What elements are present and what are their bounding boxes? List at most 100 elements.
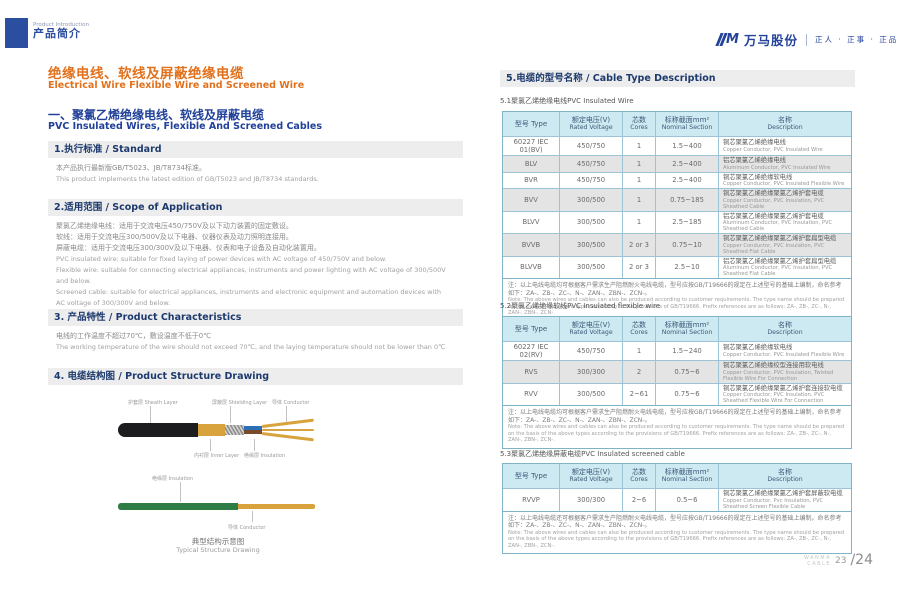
footer-brand-line2: CABLE: [807, 561, 832, 567]
brand-logo: M 万马股份 正人 · 正事 · 正品: [715, 30, 898, 49]
cell-type: BLVVB: [503, 256, 559, 278]
table-note: 注：以上电线电缆还可根据客户需求生产阻燃耐火电线电缆，型号应按GB/T19666…: [503, 510, 851, 553]
cell-voltage: 300/500: [560, 256, 622, 278]
cell-section: 2.5~185: [656, 211, 718, 233]
brand-name: 万马股份: [743, 33, 798, 48]
cell-cores: 2~6: [623, 489, 655, 511]
label-insulation-2: 绝缘层 Insulation: [152, 476, 194, 482]
description-cn: 铜芯聚氯乙烯绝缘聚氯乙烯护套连接软电缆: [723, 384, 843, 392]
cell-cores: 2 or 3: [623, 234, 655, 256]
table-caption-5-3: 5.3聚氯乙烯绝缘屏蔽电缆PVC Insulated screened cabl…: [500, 450, 685, 458]
note-en: Note: The above wires and cables can als…: [508, 297, 845, 316]
cell-voltage: 450/750: [560, 342, 622, 360]
label-conductor-2: 导体 Conductor: [228, 525, 266, 531]
label-inner-layer: 内衬层 Inner Layer: [194, 453, 240, 459]
wire-insulation-drawing: [118, 503, 238, 510]
cell-section: 1.5~400: [656, 137, 718, 155]
column-header-cores: 芯数 Cores: [623, 317, 655, 341]
page-footer: WANMA CABLE 23 /24: [804, 553, 873, 567]
cell-cores: 2: [623, 361, 655, 383]
cell-voltage: 450/750: [560, 156, 622, 172]
cell-voltage: 300/300: [560, 361, 622, 383]
column-header-description: 名称 Description: [719, 464, 851, 488]
chapter-title-cn: 一、聚氯乙烯绝缘电线、软线及屏蔽电缆: [48, 108, 265, 122]
corner-accent-block: [5, 18, 28, 48]
description-en: Copper Conductor, PVC Insulated Wire: [723, 146, 823, 153]
chapter-title-en: PVC Insulated Wires, Flexible And Screen…: [48, 121, 323, 132]
table-note: 注：以上电线电缆均可根据客户需求生产阻燃耐火电线电缆，型号应按GB/T19666…: [503, 278, 851, 321]
cell-description: 铝芯聚氯乙烯绝缘聚氯乙烯护套扁型电缆 Aluminum Conductor, P…: [719, 256, 851, 278]
cell-section: 2.5~400: [656, 156, 718, 172]
cell-description: 铜芯聚氯乙烯绝缘软电线 Copper Conductor, PVC Insula…: [719, 172, 851, 188]
page-title-cn: 绝缘电线、软线及屏蔽绝缘电缆: [48, 66, 244, 82]
section-heading-characteristics: 3. 产品特性 / Product Characteristics: [48, 309, 463, 326]
column-header-section: 标称截面mm² Nominal Section: [656, 112, 718, 136]
cell-description: 铜芯聚氯乙烯绝缘电线 Copper Conductor, PVC Insulat…: [719, 137, 851, 155]
cell-description: 铝芯聚氯乙烯绝缘电线 Aluminum Conductor, PVC Insul…: [719, 156, 851, 172]
cell-description: 铜芯聚氯乙烯绝缘软电线 Copper Conductor, PVC Insula…: [719, 342, 851, 360]
label-sheath-layer: 护套层 Sheath Layer: [128, 400, 178, 406]
standard-en: This product implements the latest editi…: [56, 175, 319, 183]
wanma-logo-icon: M: [715, 33, 739, 46]
cell-description: 铜芯聚氯乙烯绝缘聚氯乙烯护套扁型电缆 Copper Conductor, PVC…: [719, 234, 851, 256]
leader-line: [286, 406, 287, 423]
leader-line: [180, 482, 181, 502]
cable-inner-segment: [198, 424, 225, 436]
cell-section: 1.5~240: [656, 342, 718, 360]
description-cn: 铝芯聚氯乙烯绝缘聚氯乙烯护套扁型电缆: [723, 257, 837, 265]
description-en: Aluminum Conductor, PVC Insulation, PVC …: [723, 220, 833, 232]
description-en: Copper Conductor, PVC Insulated Flexible…: [723, 351, 845, 358]
column-header-section: 标称截面mm² Nominal Section: [656, 464, 718, 488]
cell-section: 2.5~400: [656, 172, 718, 188]
description-cn: 铜芯聚氯乙烯绝缘软电线: [723, 344, 793, 352]
cable-core-blue: [244, 426, 262, 430]
cell-cores: 2~61: [623, 383, 655, 405]
note-cn: 注：以上电线电缆还可根据客户需求生产阻燃耐火电线电缆，型号应按GB/T19666…: [508, 514, 842, 530]
cable-type-table-5-2: 型号 Type 额定电压(V) Rated Voltage 芯数 Cores 标称截…: [502, 316, 852, 449]
leader-line: [252, 511, 253, 522]
characteristics-cn: 电线的工作温度不超过70℃，敷设温度不低于0℃: [56, 332, 212, 340]
table-caption-5-2: 5.2聚氯乙烯绝缘软线PVC Insulated flexible wire: [500, 302, 661, 310]
description-cn: 铝芯聚氯乙烯绝缘电线: [723, 157, 786, 164]
page-number-total: /24: [850, 552, 873, 568]
cell-type: BVVB: [503, 234, 559, 256]
leader-line: [210, 439, 211, 451]
description-en: Aluminum Conductor, PVC Insulation, PVC …: [723, 265, 833, 277]
column-header-cores: 芯数 Cores: [623, 112, 655, 136]
note-en: Note: The above wires and cables can als…: [508, 424, 845, 443]
section-heading-cable-type: 5.电缆的型号名称 / Cable Type Description: [500, 70, 855, 87]
description-cn: 铜芯聚氯乙烯绝缘聚氯乙烯护套屏蔽软电缆: [723, 490, 843, 497]
tab-label-cn: 产品简介: [33, 27, 81, 41]
cable-conductor-strand: [261, 432, 314, 441]
description-cn: 铝芯聚氯乙烯绝缘聚氯乙烯护套电缆: [723, 212, 824, 220]
cell-type: RVV: [503, 383, 559, 405]
description-en: Copper Conductor, Pvc Insulation, PVC Sh…: [723, 497, 824, 510]
cell-section: 0.75~185: [656, 189, 718, 211]
section-heading-standard: 1.执行标准 / Standard: [48, 141, 463, 158]
note-cn: 注：以上电线电缆均可根据客户需求生产阻燃耐火电线电缆，型号应按GB/T19666…: [508, 409, 842, 424]
cell-type: BVV: [503, 189, 559, 211]
scope-cn-1: 聚氯乙烯绝缘电线：适用于交流电压450/750V及以下动力装置的固定敷设。: [56, 222, 293, 230]
cable-conductor-strand: [261, 418, 314, 428]
footer-brand: WANMA CABLE: [804, 555, 831, 567]
section-heading-scope: 2.适用范围 / Scope of Application: [48, 199, 463, 216]
cell-voltage: 300/500: [560, 383, 622, 405]
column-header-section: 标称截面mm² Nominal Section: [656, 317, 718, 341]
characteristics-en: The working temperature of the wire shou…: [56, 343, 446, 351]
drawing-caption-en: Typical Structure Drawing: [176, 546, 260, 554]
cell-type: 60227 IEC 02(RV): [503, 342, 559, 360]
scope-cn-3: 屏蔽电缆：适用于交流电压300/300V及以下电器、仪表和电子设备及自动化装置用…: [56, 244, 321, 252]
table-caption-5-1: 5.1聚氯乙烯绝缘电线PVC Insulated Wire: [500, 97, 634, 105]
cell-voltage: 300/500: [560, 211, 622, 233]
scope-text: 聚氯乙烯绝缘电线：适用于交流电压450/750V及以下动力装置的固定敷设。 软线…: [56, 221, 451, 309]
cell-description: 铝芯聚氯乙烯绝缘聚氯乙烯护套电缆 Aluminum Conductor, PVC…: [719, 211, 851, 233]
section-heading-structure: 4. 电缆结构图 / Product Structure Drawing: [48, 368, 463, 385]
cable-type-table-5-1: 型号 Type 额定电压(V) Rated Voltage 芯数 Cores 标称截…: [502, 111, 852, 322]
cell-cores: 1: [623, 189, 655, 211]
note-en: Note: The above wires and cables can als…: [508, 529, 845, 549]
cell-voltage: 300/300: [560, 489, 622, 511]
cell-voltage: 300/500: [560, 189, 622, 211]
cell-type: RVS: [503, 361, 559, 383]
tab-label-en: Product Introduction: [33, 22, 89, 28]
